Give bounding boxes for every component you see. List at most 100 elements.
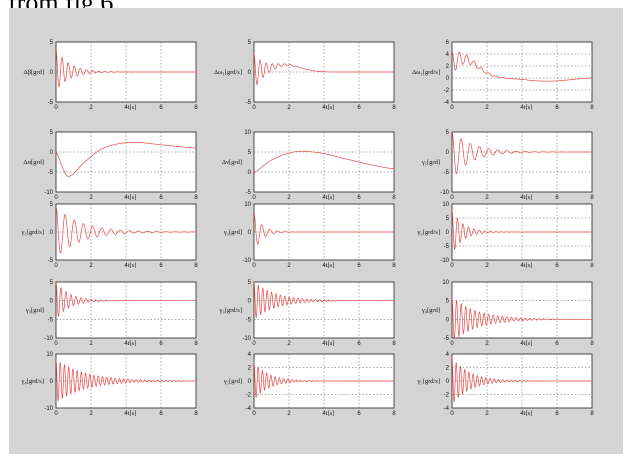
x-tick-label: 8 xyxy=(194,411,198,417)
y-tick-label: -4 xyxy=(246,406,252,412)
series-line xyxy=(55,142,197,177)
x-tick-label: 2 xyxy=(287,411,291,417)
x-tick-label: 4 xyxy=(520,195,524,201)
y-tick-label: 5 xyxy=(50,202,54,208)
x-tick-label: 0 xyxy=(252,105,256,111)
x-tick-label: 6 xyxy=(159,263,163,269)
x-tick-label: 0 xyxy=(450,341,454,347)
x-tick-label: 8 xyxy=(590,341,594,347)
y-tick-label: -5 xyxy=(246,190,252,196)
x-tick-label: 8 xyxy=(194,195,198,201)
y-tick-label: 6 xyxy=(446,40,450,46)
x-axis-label: t[s] xyxy=(326,194,335,201)
y-tick-label: 2 xyxy=(248,366,252,372)
y-tick-label: 4 xyxy=(446,52,450,58)
y-tick-label: -5 xyxy=(444,170,450,176)
x-tick-label: 2 xyxy=(287,105,291,111)
x-tick-label: 2 xyxy=(287,195,291,201)
axes-box xyxy=(253,131,395,193)
x-tick-label: 6 xyxy=(555,411,559,417)
y-tick-label: 5 xyxy=(446,130,450,136)
x-tick-label: 0 xyxy=(450,411,454,417)
panel-p41: 0 2 4 6 8 -10 -5 0 5 γ₃[grd] t[s] xyxy=(25,280,198,347)
y-axis-label: Δω₁[grd/s] xyxy=(214,69,242,76)
x-tick-label: 0 xyxy=(54,105,58,111)
x-tick-label: 4 xyxy=(124,263,128,269)
y-tick-label: 0 xyxy=(248,299,252,305)
series-line xyxy=(55,281,196,317)
y-tick-label: -5 xyxy=(444,244,450,250)
x-tick-label: 8 xyxy=(194,263,198,269)
y-tick-label: -5 xyxy=(246,100,252,106)
y-tick-label: 0 xyxy=(248,379,252,385)
x-tick-label: 4 xyxy=(520,263,524,269)
y-axis-label: γ₂[grd] xyxy=(223,229,242,236)
x-axis-label: t[s] xyxy=(128,104,137,111)
x-tick-label: 2 xyxy=(485,341,489,347)
y-tick-label: 5 xyxy=(50,280,54,286)
panel-p13: 0 2 4 6 8 -4 -2 0 2 4 6 Δω₂[grd/s] t[s] xyxy=(412,40,594,111)
y-tick-label: -5 xyxy=(444,336,450,342)
x-tick-label: 0 xyxy=(54,411,58,417)
y-tick-label: 4 xyxy=(446,352,450,358)
series-line xyxy=(451,296,593,339)
panel-p42: 0 2 4 6 8 -10 -5 0 5 γ₃[grd/s] t[s] xyxy=(219,280,397,347)
x-axis-label: t[s] xyxy=(326,340,335,347)
x-axis-label: t[s] xyxy=(524,410,533,417)
y-tick-label: 10 xyxy=(442,202,449,208)
panel-p52: 0 2 4 6 8 -4 -2 0 2 4 γ₅[grd] t[s] xyxy=(223,352,396,417)
x-tick-label: 6 xyxy=(555,195,559,201)
y-axis-label: γ₄[grd] xyxy=(421,307,440,314)
y-tick-label: -5 xyxy=(48,258,54,264)
x-axis-label: t[s] xyxy=(128,194,137,201)
x-tick-label: 6 xyxy=(555,263,559,269)
y-tick-label: 0 xyxy=(50,150,54,156)
y-tick-label: -2 xyxy=(444,393,450,399)
y-tick-label: 5 xyxy=(446,299,450,305)
x-tick-label: 6 xyxy=(159,105,163,111)
y-tick-label: 5 xyxy=(446,216,450,222)
x-tick-label: 4 xyxy=(124,105,128,111)
y-axis-label: γ₁[grd] xyxy=(421,159,440,166)
y-tick-label: 10 xyxy=(244,202,251,208)
series-line xyxy=(451,357,592,403)
series-line xyxy=(253,281,395,319)
x-tick-label: 6 xyxy=(357,105,361,111)
x-tick-label: 0 xyxy=(450,195,454,201)
y-axis-label: γ₄[grd/s] xyxy=(21,378,44,385)
x-tick-label: 6 xyxy=(555,105,559,111)
x-tick-label: 4 xyxy=(124,195,128,201)
y-tick-label: -2 xyxy=(246,393,252,399)
x-tick-label: 0 xyxy=(54,263,58,269)
x-tick-label: 8 xyxy=(392,411,396,417)
x-tick-label: 4 xyxy=(322,105,326,111)
y-tick-label: 0 xyxy=(248,170,252,176)
x-tick-label: 4 xyxy=(520,341,524,347)
y-tick-label: 0 xyxy=(446,150,450,156)
y-tick-label: -10 xyxy=(242,336,251,342)
axes-box xyxy=(451,131,593,193)
y-tick-label: 0 xyxy=(50,70,54,76)
x-tick-label: 8 xyxy=(194,105,198,111)
x-tick-label: 4 xyxy=(322,195,326,201)
x-axis-label: t[s] xyxy=(128,262,137,269)
x-tick-label: 0 xyxy=(252,411,256,417)
x-tick-label: 2 xyxy=(485,195,489,201)
y-tick-label: 4 xyxy=(248,352,252,358)
x-axis-label: t[s] xyxy=(524,262,533,269)
y-tick-label: 2 xyxy=(446,366,450,372)
y-axis-label: γ₅[grd] xyxy=(223,378,242,385)
x-tick-label: 4 xyxy=(322,411,326,417)
y-tick-label: -4 xyxy=(444,100,450,106)
y-tick-label: -10 xyxy=(44,336,53,342)
axes-box xyxy=(55,131,197,193)
y-axis-label: γ₁[grd/s] xyxy=(21,229,44,236)
x-tick-label: 6 xyxy=(357,341,361,347)
x-tick-label: 8 xyxy=(590,263,594,269)
x-tick-label: 2 xyxy=(89,411,93,417)
y-tick-label: 0 xyxy=(50,379,54,385)
x-tick-label: 2 xyxy=(89,263,93,269)
x-tick-label: 6 xyxy=(357,411,361,417)
y-tick-label: -4 xyxy=(444,406,450,412)
